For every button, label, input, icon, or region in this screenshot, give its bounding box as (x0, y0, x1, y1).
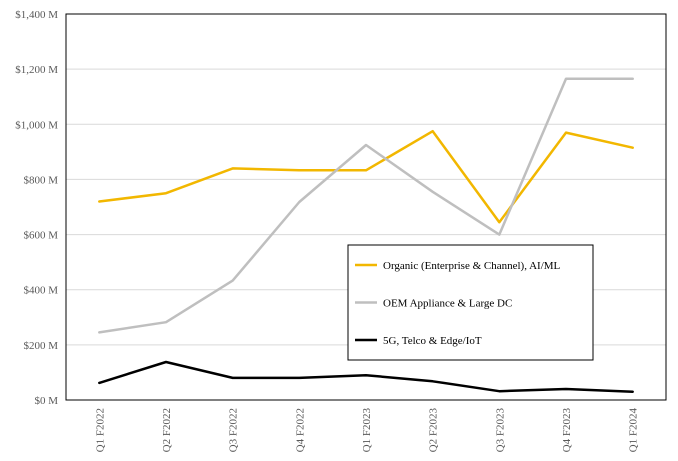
plot-border (65, 13, 667, 401)
x-tick-label: Q1 F2023 (361, 408, 373, 453)
y-tick-label: $200 M (23, 340, 58, 352)
y-tick-label: $600 M (23, 230, 58, 242)
series-lines (98, 77, 634, 393)
x-tick-label: Q1 F2024 (628, 408, 640, 453)
y-tick-label: $1,200 M (15, 64, 58, 76)
legend: Organic (Enterprise & Channel), AI/ML OEM… (347, 244, 594, 361)
x-tick-label: Q2 F2022 (161, 408, 173, 452)
x-tick-label: Q4 F2022 (294, 408, 306, 452)
y-tick-label: $400 M (23, 285, 58, 297)
x-tick-label: Q3 F2022 (228, 408, 240, 452)
x-tick-label: Q3 F2023 (494, 408, 506, 453)
x-tick-label: Q2 F2023 (428, 408, 440, 453)
x-tick-label: Q1 F2022 (94, 408, 106, 452)
legend-box (347, 244, 594, 361)
y-tick-label: $800 M (23, 174, 58, 186)
y-tick-label: $1,000 M (15, 119, 58, 131)
y-tick-label: $0 M (34, 395, 58, 407)
legend-label: Organic (Enterprise & Channel), AI/ML (383, 260, 561, 272)
y-tick-label: $1,400 M (15, 9, 58, 21)
series-line (98, 129, 634, 224)
legend-label: 5G, Telco & Edge/IoT (383, 335, 482, 347)
x-axis: Q1 F2022 Q2 F2022 Q3 F2022 Q4 F2022 Q1 F2023… (94, 408, 639, 453)
plot-area (65, 13, 667, 401)
y-axis: $0 M $200 M $400 M $600 M $800 M $1,000 M $1,2… (15, 9, 58, 407)
series-line (98, 77, 634, 334)
legend-label: OEM Appliance & Large DC (383, 298, 512, 310)
series-line (98, 360, 634, 393)
x-tick-label: Q4 F2023 (561, 408, 573, 453)
